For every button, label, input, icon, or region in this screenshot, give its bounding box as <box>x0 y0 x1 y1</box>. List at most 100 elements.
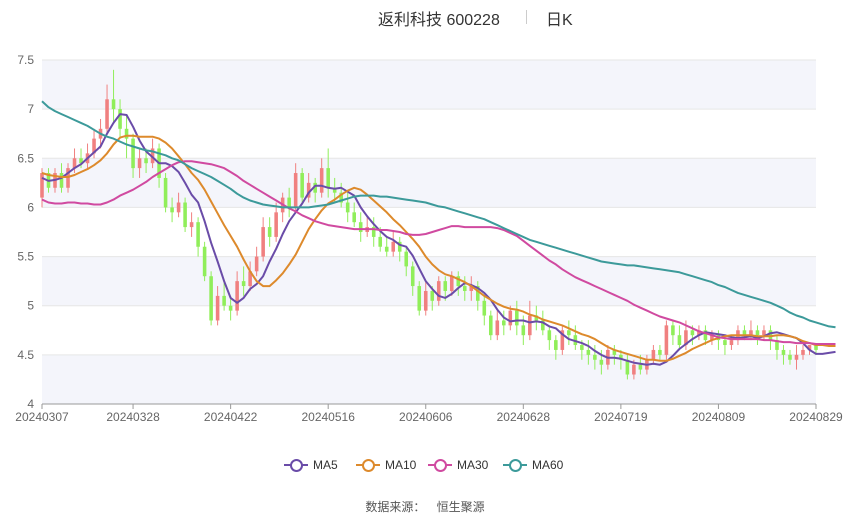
candle-body <box>137 158 142 169</box>
ma10-line <box>41 134 836 362</box>
legend-item-ma60[interactable]: MA60 <box>503 458 563 472</box>
candle-body <box>358 222 363 232</box>
candle-body <box>560 330 565 350</box>
candle-body <box>293 173 298 208</box>
candle-body <box>742 330 747 336</box>
candle <box>651 345 656 365</box>
candle-body <box>436 281 441 301</box>
candle <box>150 138 155 169</box>
legend-label-ma30: MA30 <box>457 458 489 472</box>
candle-body <box>92 138 96 154</box>
candle <box>176 192 181 218</box>
background-bands <box>42 60 816 404</box>
candle-body <box>580 345 584 350</box>
candle <box>762 325 766 341</box>
candle <box>495 310 500 341</box>
candle-body <box>781 349 786 355</box>
candle <box>534 305 539 331</box>
candle <box>358 212 363 242</box>
candle <box>528 300 532 341</box>
candle-body <box>150 148 155 164</box>
candle-body <box>775 340 779 350</box>
candle <box>404 246 409 277</box>
candle-body <box>410 266 415 287</box>
candle-body <box>196 222 200 247</box>
candle-body <box>241 281 246 287</box>
candle-body <box>170 207 174 213</box>
candle-body <box>723 340 727 346</box>
candle <box>788 349 792 365</box>
candle-body <box>632 364 636 375</box>
candle-body <box>469 286 474 291</box>
candle-body <box>176 202 181 213</box>
y-axis-labels: 7.5 7 6.5 6 5.5 5 4.5 4 <box>17 53 34 411</box>
candle-body <box>345 202 350 213</box>
candle-body <box>684 330 688 346</box>
candle-body <box>502 320 506 326</box>
candle <box>671 320 675 346</box>
candle <box>489 310 493 341</box>
candle <box>664 320 669 360</box>
candle <box>775 335 779 360</box>
candle-body <box>222 295 226 306</box>
candle-body <box>397 241 402 252</box>
candle <box>436 276 441 306</box>
background-band <box>42 354 816 404</box>
candle <box>254 246 259 277</box>
x-tick-label: 20240809 <box>692 410 746 424</box>
candle <box>131 133 135 178</box>
candle <box>287 187 291 218</box>
candle-body <box>79 158 83 164</box>
candle-body <box>423 290 428 311</box>
candle-body <box>755 330 760 336</box>
candle-body <box>72 158 77 169</box>
legend-item-ma30[interactable]: MA30 <box>428 458 488 472</box>
candle-body <box>541 320 545 331</box>
candle <box>241 266 246 296</box>
candle-body <box>495 320 500 336</box>
candle <box>573 325 578 350</box>
candle <box>183 197 187 232</box>
candle <box>482 295 487 326</box>
candle-body <box>417 286 422 311</box>
source-value: 恒生聚源 <box>436 500 485 514</box>
y-tick-label: 7.5 <box>17 53 34 67</box>
legend-label-ma60: MA60 <box>532 458 564 472</box>
candle-body <box>215 295 220 321</box>
background-band <box>42 256 816 306</box>
legend-item-ma10[interactable]: MA10 <box>356 458 416 472</box>
candle-body <box>651 349 656 360</box>
candle <box>306 173 311 203</box>
candle <box>417 281 422 316</box>
legend-item-ma5[interactable]: MA5 <box>284 458 338 472</box>
candle <box>248 261 252 291</box>
period-label[interactable]: 日K <box>546 12 573 29</box>
x-axis: 20240307 20240328 20240422 20240516 20240606… <box>15 403 843 424</box>
candle <box>170 197 174 223</box>
ma30-line <box>41 160 836 345</box>
candle-body <box>183 202 187 228</box>
candle-body <box>144 158 148 164</box>
candle-body <box>671 325 675 336</box>
candle-body <box>449 276 454 291</box>
x-tick-label: 20240829 <box>789 410 843 424</box>
candle-body <box>456 276 461 287</box>
candle <box>658 345 662 360</box>
y-tick-label: 6 <box>27 200 34 214</box>
candle-body <box>228 305 233 311</box>
candle <box>697 325 701 341</box>
candle <box>560 325 565 355</box>
x-tick-label: 20240307 <box>15 410 69 424</box>
candle-body <box>105 99 109 129</box>
candle-body <box>443 281 448 291</box>
candle-body <box>482 300 487 316</box>
ma10-legend-icon <box>356 458 380 472</box>
y-tick-label: 4 <box>27 397 34 411</box>
candle-body <box>254 256 259 272</box>
x-tick-label: 20240516 <box>301 410 355 424</box>
candle-body <box>567 330 571 336</box>
candlestick-chart: 7.5 7 6.5 6 5.5 5 4.5 4 20240307 20240328 2024042… <box>15 53 843 424</box>
candle <box>371 217 376 247</box>
candle-body <box>378 236 383 247</box>
candle-body <box>287 197 291 208</box>
